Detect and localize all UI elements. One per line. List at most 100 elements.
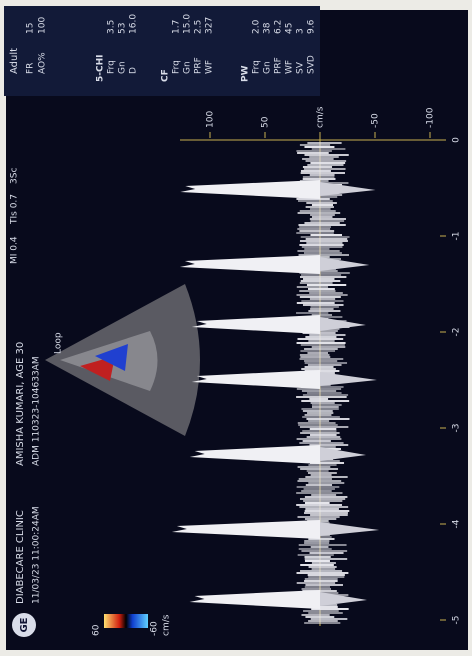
- spectral-spike: [189, 590, 320, 609]
- spectrum-column: [310, 234, 343, 236]
- spectrum-column: [296, 294, 348, 296]
- spectrum-column: [299, 144, 331, 146]
- spectrum-column: [301, 246, 343, 248]
- spectrum-column: [297, 250, 340, 252]
- patient: AMISHA KUMARI, AGE 30: [15, 342, 26, 466]
- param-label: Gn: [118, 61, 128, 74]
- spectrum-column: [304, 362, 348, 364]
- spectrum-column: [302, 394, 349, 396]
- spectrum-column: [307, 412, 334, 414]
- spectrum-column: [305, 484, 333, 486]
- param-label: Frq: [252, 60, 262, 74]
- spectrum-column: [302, 178, 336, 180]
- spectrum-column: [306, 436, 341, 438]
- spectrum-column: [296, 198, 330, 200]
- spectral-spike: [320, 522, 380, 536]
- spectrum-column: [308, 464, 337, 466]
- spectrum-column: [301, 300, 344, 302]
- spectrum-column: [303, 610, 339, 612]
- spectrum-column: [311, 568, 336, 570]
- spectrum-column: [301, 408, 339, 410]
- spectrum-column: [307, 164, 344, 166]
- spectrum-column: [301, 390, 337, 392]
- spectrum-column: [297, 422, 336, 424]
- spectrum-column: [297, 338, 344, 340]
- spectrum-column: [301, 614, 330, 616]
- exam-id: ADM 110323-104633AM: [32, 356, 42, 466]
- spectrum-column: [305, 160, 347, 162]
- param-value: 15: [26, 23, 36, 34]
- spectrum-column: [301, 550, 348, 552]
- param-value: 1.7: [172, 20, 182, 34]
- spectrum-column: [308, 620, 338, 622]
- spectral-spike: [320, 592, 367, 606]
- spectrum-column: [310, 434, 337, 436]
- velocity-label: 50: [261, 116, 271, 128]
- spectrum-column: [304, 496, 348, 498]
- spectrum-column: [302, 166, 333, 168]
- spectrum-column: [305, 508, 339, 510]
- clinic: DIABECARE CLINIC: [15, 510, 26, 604]
- spectrum-column: [300, 570, 343, 572]
- spectrum-column: [300, 280, 341, 282]
- spectrum-column: [305, 336, 337, 338]
- param-value: 100: [38, 17, 48, 34]
- spectrum-column: [299, 276, 347, 278]
- spectrum-column: [309, 428, 337, 430]
- color-flow-red: [80, 356, 115, 381]
- param-value: 2.5: [194, 20, 204, 34]
- spectrum-column: [308, 576, 345, 578]
- spectrum-column: [310, 514, 348, 516]
- spectrum-column: [308, 566, 337, 568]
- spectrum-column: [300, 432, 340, 434]
- param-label: WF: [285, 60, 295, 74]
- time-label: -4: [452, 519, 462, 528]
- spectrum-column: [310, 402, 335, 404]
- spectrum-column: [310, 618, 348, 620]
- spectrum-column: [304, 502, 330, 504]
- logo: GE: [19, 617, 30, 632]
- spectral-spike: [180, 180, 320, 199]
- spectrum-column: [310, 474, 332, 476]
- spectrum-column: [306, 284, 347, 286]
- spectrum-column: [296, 232, 334, 234]
- spectrum-column: [311, 608, 349, 610]
- spectrum-column: [299, 226, 331, 228]
- spectrum-column: [311, 562, 336, 564]
- param-value: 45: [285, 23, 295, 34]
- spectrum-column: [304, 542, 330, 544]
- spectrum-column: [304, 348, 338, 350]
- spectrum-column: [308, 288, 335, 290]
- spectrum-column: [296, 492, 343, 494]
- velocity-label: -50: [371, 113, 381, 128]
- spectrum-column: [300, 344, 345, 346]
- spectral-spike: [171, 520, 320, 539]
- time-label: -3: [452, 424, 462, 433]
- spectrum-column: [306, 242, 343, 244]
- spectrum-column: [303, 278, 335, 280]
- spectrum-column: [299, 506, 349, 508]
- logo-badge: [12, 613, 36, 637]
- spectrum-column: [310, 308, 334, 310]
- spectrum-column: [311, 216, 333, 218]
- spectrum-column: [309, 174, 335, 176]
- param-value: 16.0: [129, 14, 139, 34]
- preset: Adult: [9, 48, 20, 74]
- param-value: 2.0: [252, 19, 262, 34]
- spectrum-column: [299, 240, 348, 242]
- spectrum-column: [311, 204, 334, 206]
- spectrum-column: [302, 304, 344, 306]
- color-bar-top: 60: [92, 624, 102, 636]
- spectrum-column: [297, 152, 329, 154]
- spectrum-column: [296, 286, 329, 288]
- spectrum-column: [298, 424, 338, 426]
- time-label: 0: [452, 137, 462, 143]
- datetime: 11/03/23 11:00:24AM: [32, 506, 42, 604]
- spectrum-column: [300, 236, 350, 238]
- spectrum-column: [296, 302, 335, 304]
- color-bar-bottom: -60: [150, 621, 160, 636]
- spectral-spike: [320, 257, 370, 271]
- spectrum-column: [304, 578, 338, 580]
- param-value: 327: [205, 17, 215, 34]
- spectrum-column: [301, 490, 332, 492]
